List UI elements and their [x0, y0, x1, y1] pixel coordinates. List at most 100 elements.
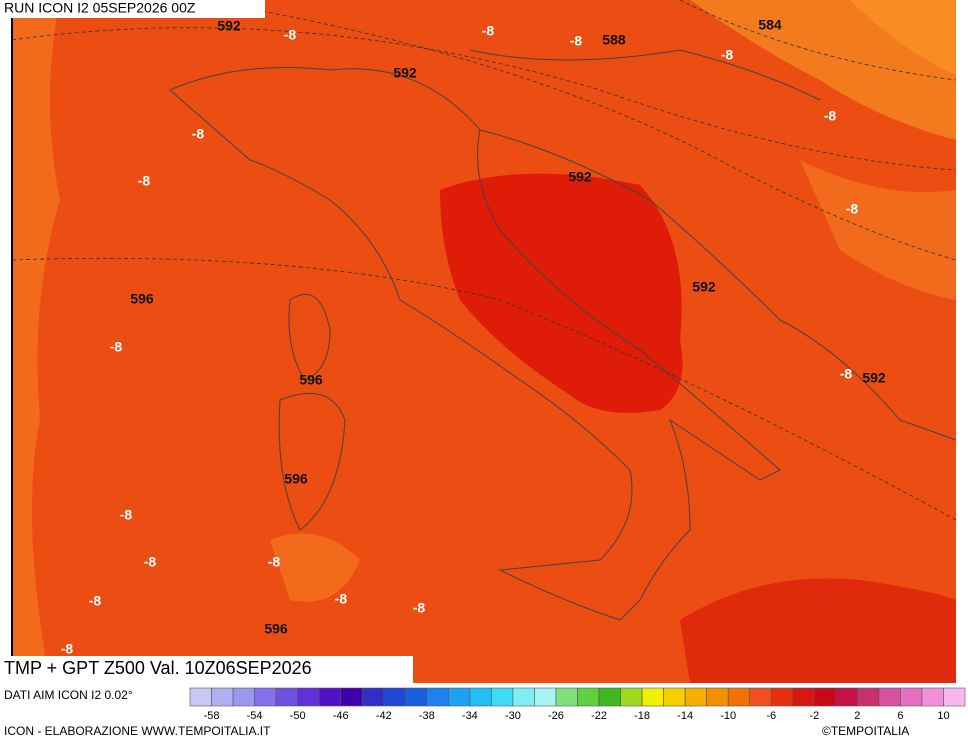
contour-label: 584 — [758, 17, 782, 33]
map — [11, 0, 957, 683]
colorbar-swatch — [641, 687, 664, 707]
contour-label: -8 — [721, 47, 734, 63]
colorbar-swatch — [857, 687, 880, 707]
contour-label: -8 — [61, 641, 74, 657]
contour-label: 596 — [264, 621, 288, 637]
contour-label: -8 — [284, 27, 297, 43]
colorbar-label: -50 — [290, 710, 306, 722]
colorbar-label: 10 — [937, 710, 949, 722]
warm-area — [690, 0, 956, 140]
colorbar-swatch — [340, 687, 363, 707]
colorbar-swatch — [878, 687, 901, 707]
colorbar-swatch — [211, 687, 234, 707]
colorbar-swatch — [404, 687, 428, 707]
colorbar-swatch — [426, 687, 449, 707]
contour-label: -8 — [335, 591, 348, 607]
colorbar-swatch — [448, 687, 471, 707]
contour-label: -8 — [482, 23, 495, 39]
hot-area — [440, 173, 683, 413]
contour-label: 592 — [568, 169, 592, 185]
colorbar-label: -34 — [462, 710, 478, 722]
contour-label: 592 — [692, 279, 716, 295]
contour-label: -8 — [89, 593, 102, 609]
colorbar-swatch — [620, 687, 643, 707]
contour-label: -8 — [110, 339, 123, 355]
colorbar-swatch — [663, 687, 686, 707]
colorbar-swatch — [577, 687, 600, 707]
contour-label: -8 — [840, 366, 853, 382]
colorbar-swatch — [900, 687, 923, 707]
hot-area — [680, 578, 956, 683]
brand: ©TEMPOITALIA — [822, 724, 909, 738]
colorbar-swatch — [727, 687, 751, 707]
warm-area — [270, 533, 360, 602]
colorbar-swatch — [684, 687, 707, 707]
colorbar-swatch — [318, 687, 341, 707]
colorbar-label: -30 — [505, 710, 521, 722]
colorbar-swatch — [469, 687, 492, 707]
contour-label: -8 — [846, 201, 859, 217]
contour-label: -8 — [138, 173, 151, 189]
warm-area — [12, 0, 60, 683]
colorbar-swatch — [835, 687, 858, 707]
colorbar-swatch — [297, 687, 320, 707]
colorbar-label: -10 — [720, 710, 736, 722]
colorbar-swatch — [232, 687, 255, 707]
colorbar-swatch — [814, 687, 837, 707]
colorbar-swatch — [749, 687, 772, 707]
colorbar-swatch — [770, 687, 794, 707]
contour-label: -8 — [413, 600, 426, 616]
colorbar-swatch — [383, 687, 406, 707]
contour-label: 592 — [862, 370, 886, 386]
contour-label: 596 — [299, 372, 323, 388]
contour-label: -8 — [192, 126, 205, 142]
contour-label: -8 — [570, 33, 583, 49]
colorbar-swatch — [534, 687, 557, 707]
credit: ICON - ELABORAZIONE WWW.TEMPOITALIA.IT — [4, 724, 271, 738]
colorbar-swatch — [491, 687, 514, 707]
run-title: RUN ICON I2 05SEP2026 00Z — [4, 0, 196, 16]
contour-label: 588 — [602, 32, 626, 48]
colorbar-swatch — [943, 687, 966, 707]
contour-label: 596 — [284, 471, 308, 487]
colorbar-label: -14 — [677, 710, 693, 722]
colorbar-swatch — [555, 687, 578, 707]
colorbar-label: 2 — [854, 710, 860, 722]
colorbar-label: -54 — [247, 710, 263, 722]
contour-labels: 592 -8 -8 -8 588 584 -8 592 -8 -8 -8 592 -8 592 596 -8 -… — [61, 17, 886, 657]
colorbar-swatch — [792, 687, 815, 707]
warm-area — [850, 0, 956, 75]
colorbar-label: -42 — [376, 710, 392, 722]
warm-area — [800, 160, 956, 300]
map-title: TMP + GPT Z500 Val. 10Z06SEP2026 — [4, 658, 312, 678]
colorbar-swatch — [706, 687, 729, 707]
colorbar-swatch — [189, 687, 212, 707]
title-box — [0, 656, 413, 683]
contour-label: -8 — [120, 507, 133, 523]
colorbar-label: -46 — [333, 710, 349, 722]
map-background — [12, 0, 956, 683]
colorbar-label: -6 — [766, 710, 776, 722]
coastlines — [169, 49, 957, 621]
colorbar-label: -26 — [548, 710, 564, 722]
isohypse — [11, 0, 957, 521]
header-box — [0, 0, 265, 18]
colorbar-label: -22 — [591, 710, 607, 722]
colorbar-swatch — [512, 687, 535, 707]
contour-label: -8 — [268, 554, 281, 570]
colorbar-swatch — [275, 687, 298, 707]
colorbar-swatch — [254, 687, 277, 707]
contour-label: -8 — [144, 554, 157, 570]
contour-label: 592 — [393, 65, 417, 81]
source: DATI AIM ICON I2 0.02° — [4, 688, 133, 702]
colorbar-label: -18 — [634, 710, 650, 722]
colorbar-swatch — [598, 687, 621, 707]
colorbar-label: -2 — [809, 710, 819, 722]
colorbar-label: 6 — [897, 710, 903, 722]
colorbar: -58 -54 -50 -46 -42 -38 -34 -30 -26 -22 -18 -14 -10-… — [189, 687, 966, 722]
contour-label: -8 — [824, 108, 837, 124]
colorbar-swatch — [921, 687, 944, 707]
colorbar-label: -58 — [204, 710, 220, 722]
colorbar-label: -38 — [419, 710, 435, 722]
